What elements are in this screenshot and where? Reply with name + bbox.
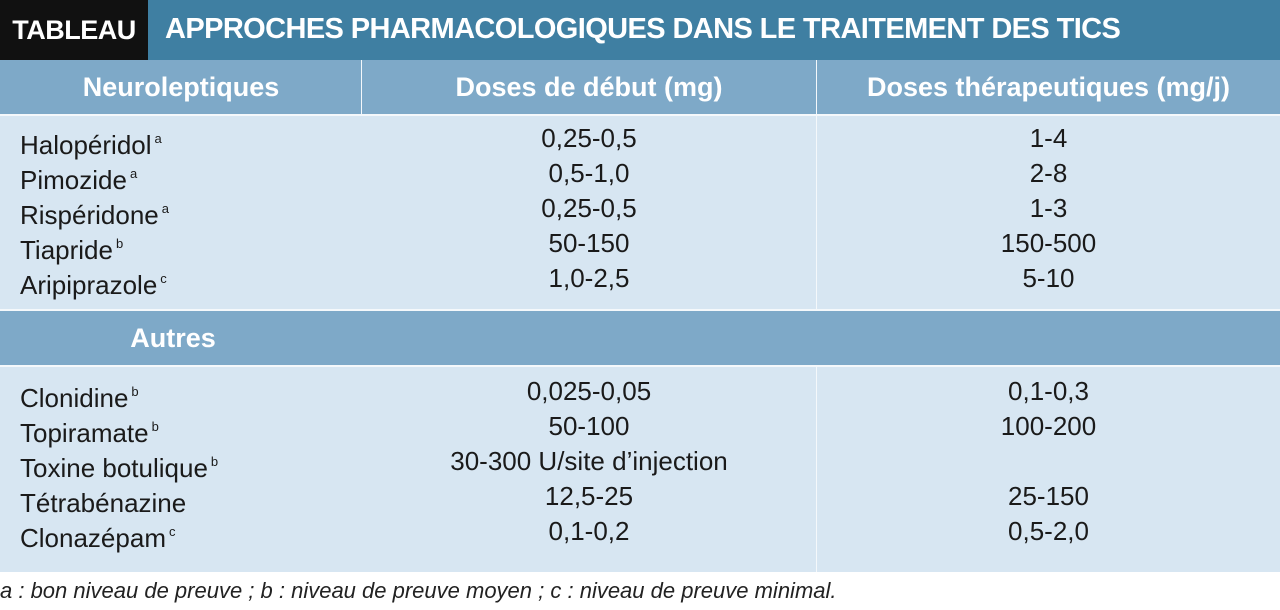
start-dose: 12,5-25 [544, 481, 634, 511]
title-bar: TABLEAU APPROCHES PHARMACOLOGIQUES DANS … [0, 0, 1280, 60]
footnote: a : bon niveau de preuve ; b : niveau de… [0, 578, 837, 603]
table-row: Clonidine b 0,025-0,05 0,1-0,3 [0, 374, 1280, 413]
therapeutic-dose: 1-3 [1029, 193, 1068, 223]
therapeutic-dose: 5-10 [1022, 263, 1075, 293]
table-header-row: Neuroleptiques Doses de début (mg) Doses… [0, 60, 1280, 114]
start-dose: 50-100 [548, 411, 630, 441]
drug-name: Aripiprazole c [20, 270, 167, 300]
table-row: Rispéridone a 0,25-0,5 1-3 [0, 191, 1280, 230]
column-divider [816, 365, 817, 572]
drug-name: Rispéridone a [20, 200, 169, 230]
start-dose: 0,1-0,2 [548, 516, 630, 546]
therapeutic-dose: 25-150 [1008, 481, 1089, 511]
column-divider [816, 60, 817, 311]
drug-name: Halopéridol a [20, 130, 162, 160]
dosage-table: Neuroleptiques Doses de début (mg) Doses… [0, 60, 1280, 572]
drug-name: Topiramate b [20, 418, 159, 448]
table-row: Tiapride b 50-150 150-500 [0, 226, 1280, 265]
drug-name: Clonidine b [20, 383, 139, 413]
therapeutic-dose: 1-4 [1029, 123, 1068, 153]
column-divider [361, 60, 362, 114]
section-label-autres: Autres [130, 323, 216, 353]
start-dose: 0,25-0,5 [541, 123, 637, 153]
start-dose: 0,25-0,5 [541, 193, 637, 223]
start-dose: 30-300 U/site d’injection [450, 446, 728, 476]
header-separator [0, 114, 1280, 116]
drug-name: Toxine botulique b [20, 453, 219, 483]
table-row: Clonazépam c 0,1-0,2 0,5-2,0 [0, 514, 1280, 553]
section-separator [0, 309, 1280, 311]
start-dose: 1,0-2,5 [548, 263, 630, 293]
tableau-tag: TABLEAU [0, 0, 148, 60]
drug-name: Tétrabénazine [20, 488, 187, 518]
section-separator [0, 365, 1280, 367]
drug-name: Tiapride b [20, 235, 124, 265]
drug-name: Clonazépam c [20, 523, 176, 553]
therapeutic-dose: 150-500 [1000, 228, 1097, 258]
section-header-autres: Autres [0, 311, 1280, 365]
start-dose: 0,5-1,0 [548, 158, 630, 188]
therapeutic-dose: 2-8 [1029, 158, 1068, 188]
column-header-doses-therapeutiques: Doses thérapeutiques (mg/j) [866, 72, 1231, 102]
table-row: Topiramate b 50-100 100-200 [0, 409, 1280, 448]
column-header-doses-debut: Doses de début (mg) [455, 72, 723, 102]
drug-name: Pimozide a [20, 165, 138, 195]
table-row: Pimozide a 0,5-1,0 2-8 [0, 156, 1280, 195]
column-header-neuroleptiques: Neuroleptiques [82, 72, 280, 102]
therapeutic-dose: 0,5-2,0 [1008, 516, 1089, 546]
start-dose: 0,025-0,05 [526, 376, 652, 406]
therapeutic-dose: 100-200 [1000, 411, 1097, 441]
table-row: Aripiprazole c 1,0-2,5 5-10 [0, 261, 1280, 300]
table-row: Halopéridol a 0,25-0,5 1-4 [0, 121, 1280, 160]
page-title: APPROCHES PHARMACOLOGIQUES DANS LE TRAIT… [165, 13, 1121, 45]
start-dose: 50-150 [548, 228, 630, 258]
table-row: Tétrabénazine 12,5-25 25-150 [0, 479, 1280, 518]
therapeutic-dose: 0,1-0,3 [1008, 376, 1089, 406]
table-row: Toxine botulique b 30-300 U/site d’inject… [0, 444, 1280, 483]
